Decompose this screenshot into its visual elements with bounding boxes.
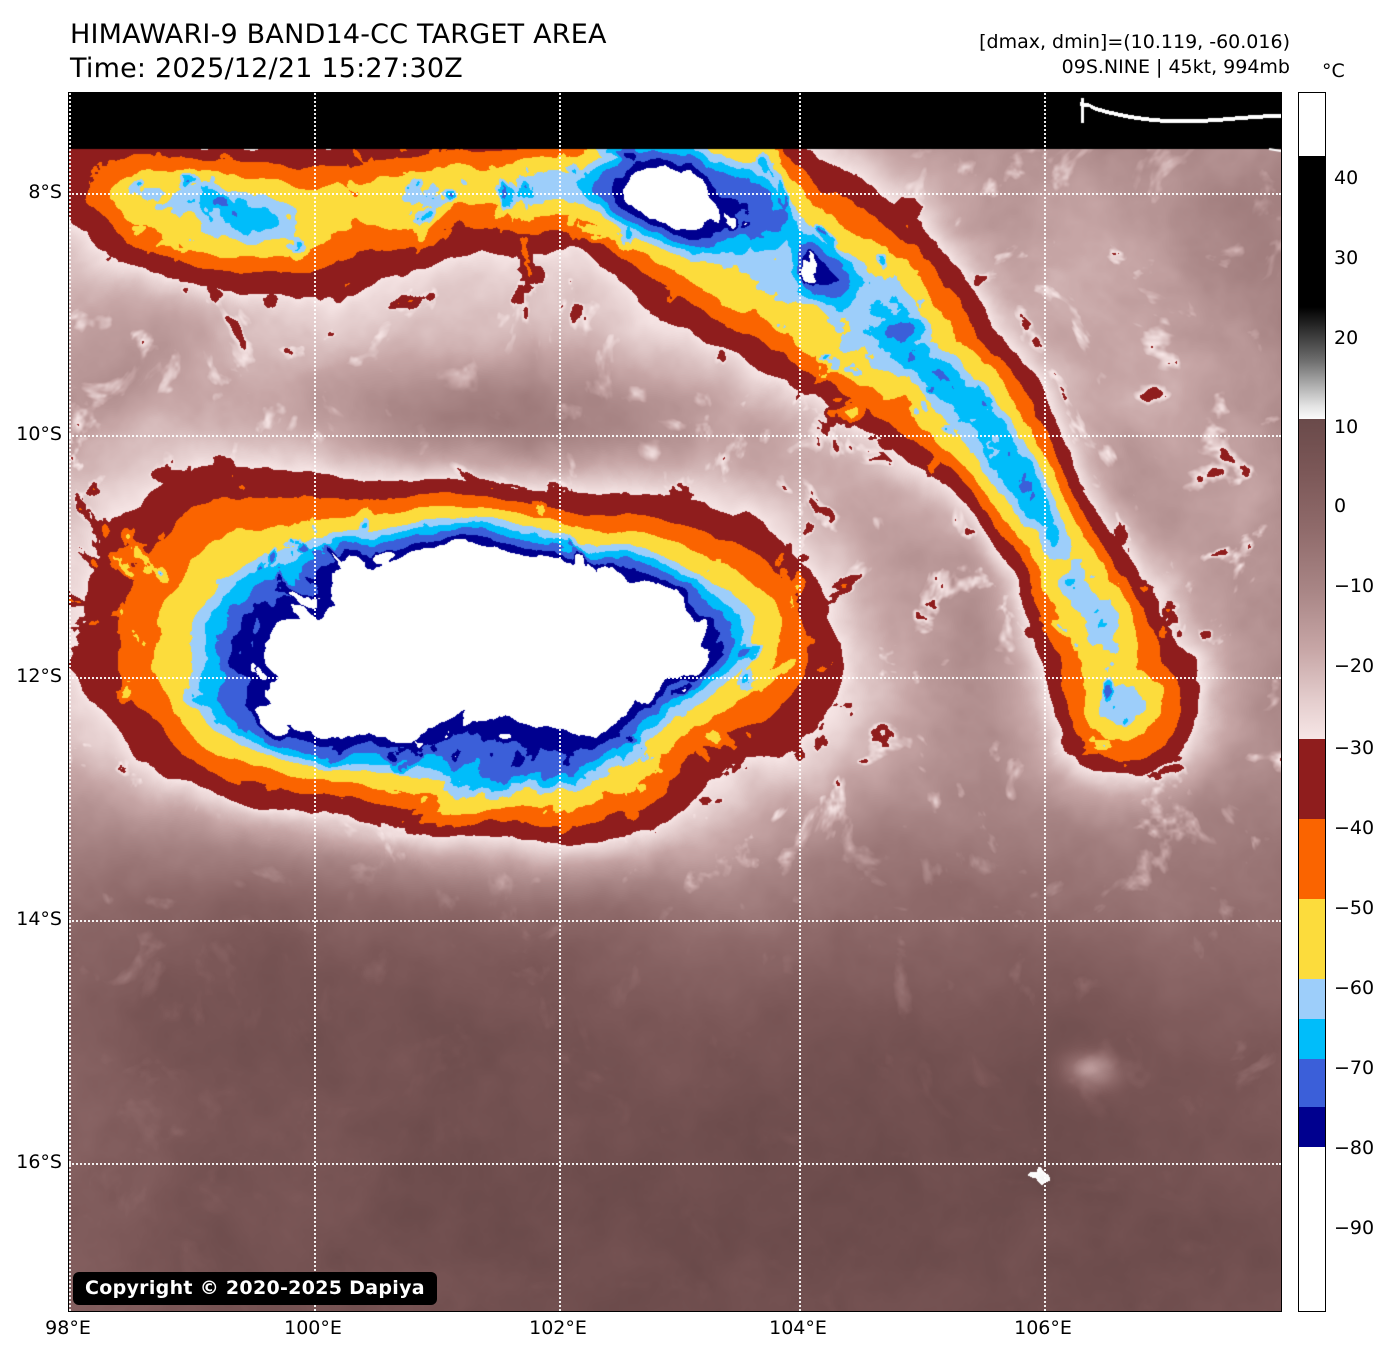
colorbar-tick-neg50: −50 bbox=[1334, 897, 1375, 919]
lon-tick-104: 104°E bbox=[769, 1317, 827, 1339]
colorbar-band-navy bbox=[1299, 1107, 1325, 1147]
lon-tick-102: 102°E bbox=[529, 1317, 587, 1339]
colorbar-tick-neg30: −30 bbox=[1334, 737, 1375, 759]
colorbar-band-royal-blue bbox=[1299, 1059, 1325, 1107]
page-title: HIMAWARI-9 BAND14-CC TARGET AREA bbox=[70, 19, 607, 50]
lat-tick-12: 12°S bbox=[16, 665, 62, 687]
colorbar-band-white bbox=[1299, 1147, 1325, 1262]
colorbar-band-yellow bbox=[1299, 899, 1325, 979]
colorbar-band-dark-red bbox=[1299, 739, 1325, 819]
title-block: HIMAWARI-9 BAND14-CC TARGET AREA Time: 2… bbox=[70, 18, 607, 86]
colorbar-band-grey-ramp bbox=[1299, 307, 1325, 419]
colorbar-band-brown-ramp bbox=[1299, 419, 1325, 739]
lat-tick-16: 16°S bbox=[16, 1151, 62, 1173]
colorbar-tick-neg80: −80 bbox=[1334, 1137, 1375, 1159]
lat-tick-14: 14°S bbox=[16, 908, 62, 930]
lon-tick-100: 100°E bbox=[284, 1317, 342, 1339]
storm-info-label: 09S.NINE | 45kt, 994mb bbox=[1061, 56, 1290, 78]
dminmax-label: [dmax, dmin]=(10.119, -60.016) bbox=[979, 31, 1290, 53]
colorbar-tick-neg40: −40 bbox=[1334, 817, 1375, 839]
colorbar-band-cyan bbox=[1299, 1019, 1325, 1059]
colorbar-tick-0: 0 bbox=[1334, 495, 1347, 517]
infrared-satellite-heatmap bbox=[69, 93, 1281, 1311]
colorbar-tick-neg10: −10 bbox=[1334, 575, 1375, 597]
colorbar-band-black bbox=[1299, 155, 1325, 307]
colorbar-tick-neg90: −90 bbox=[1334, 1217, 1375, 1239]
lat-tick-10: 10°S bbox=[16, 423, 62, 445]
timestamp-label: Time: 2025/12/21 15:27:30Z bbox=[70, 53, 463, 84]
temperature-colorbar[interactable] bbox=[1298, 92, 1326, 1312]
copyright-banner: Copyright © 2020-2025 Dapiya bbox=[73, 1272, 437, 1305]
colorbar-band-light-blue bbox=[1299, 979, 1325, 1019]
metadata-block: [dmax, dmin]=(10.119, -60.016) 09S.NINE … bbox=[979, 30, 1290, 80]
colorbar-tick-40: 40 bbox=[1334, 167, 1359, 189]
colorbar-band-orange bbox=[1299, 819, 1325, 899]
colorbar-tick-20: 20 bbox=[1334, 327, 1359, 349]
lon-tick-106: 106°E bbox=[1014, 1317, 1072, 1339]
lat-tick-8: 8°S bbox=[28, 181, 62, 203]
colorbar-tick-neg20: −20 bbox=[1334, 655, 1375, 677]
colorbar-tick-30: 30 bbox=[1334, 247, 1359, 269]
colorbar-tick-neg70: −70 bbox=[1334, 1057, 1375, 1079]
satellite-image-panel[interactable]: Copyright © 2020-2025 Dapiya bbox=[68, 92, 1282, 1312]
colorbar-tick-10: 10 bbox=[1334, 416, 1359, 438]
colorbar-unit-label: °C bbox=[1322, 60, 1345, 82]
colorbar-tick-neg60: −60 bbox=[1334, 977, 1375, 999]
lon-tick-98: 98°E bbox=[45, 1317, 91, 1339]
